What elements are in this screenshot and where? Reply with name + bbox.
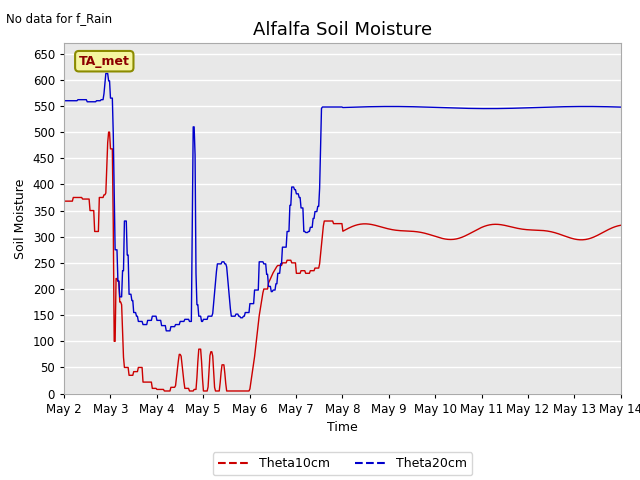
Theta10cm [105, 129, 113, 135]
Text: No data for f_Rain: No data for f_Rain [6, 12, 113, 25]
Theta10cm [159, 386, 167, 392]
Line: Theta20cm: Theta20cm [64, 73, 621, 331]
Theta10cm [434, 234, 442, 240]
Y-axis label: Soil Moisture: Soil Moisture [14, 178, 27, 259]
Theta20cm [434, 105, 442, 110]
Theta10cm [617, 222, 625, 228]
X-axis label: Time: Time [327, 421, 358, 434]
Theta10cm [390, 227, 398, 233]
Theta20cm [481, 106, 489, 111]
Legend: Theta10cm, Theta20cm: Theta10cm, Theta20cm [212, 453, 472, 475]
Theta10cm [161, 388, 168, 394]
Theta20cm [617, 104, 625, 110]
Theta10cm [205, 368, 213, 374]
Theta20cm [390, 104, 398, 109]
Theta20cm [163, 328, 170, 334]
Theta20cm [314, 204, 322, 209]
Theta10cm [60, 198, 68, 204]
Text: TA_met: TA_met [79, 55, 130, 68]
Theta10cm [314, 265, 322, 271]
Theta20cm [102, 71, 109, 76]
Line: Theta10cm: Theta10cm [64, 132, 621, 391]
Theta20cm [60, 98, 68, 104]
Theta10cm [481, 223, 489, 229]
Title: Alfalfa Soil Moisture: Alfalfa Soil Moisture [253, 21, 432, 39]
Theta20cm [205, 313, 213, 319]
Theta20cm [159, 323, 167, 328]
